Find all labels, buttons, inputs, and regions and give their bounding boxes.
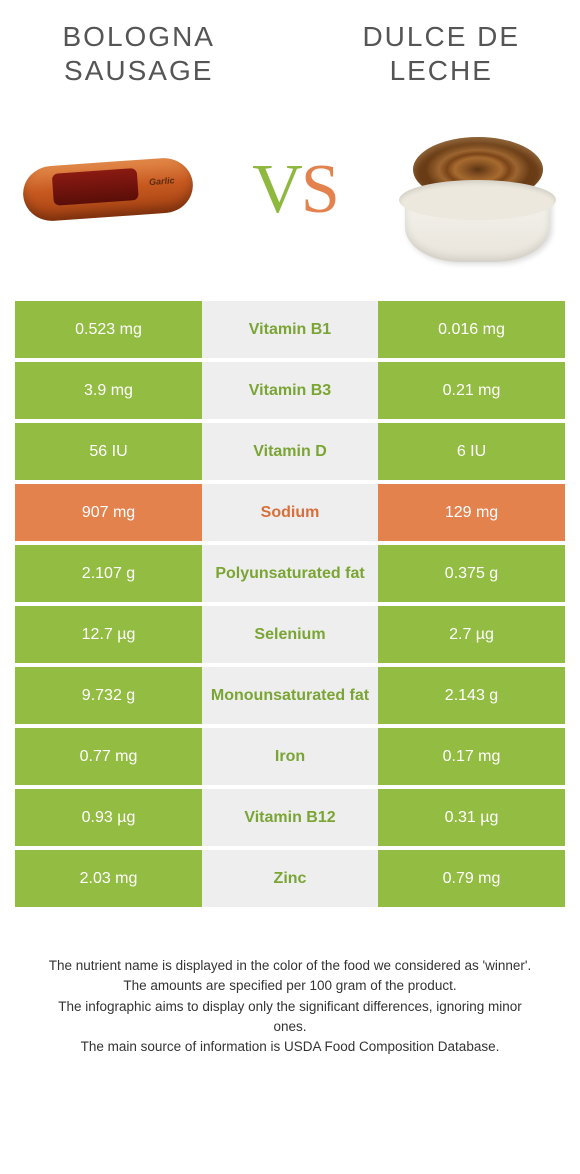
nutrient-label: Vitamin B1 [202,301,378,358]
infographic-root: BOLOGNA SAUSAGE DULCE DE LECHE VS 0.523 … [0,0,580,1057]
food-b-title: DULCE DE LECHE [318,20,566,87]
value-right: 0.17 mg [378,728,565,785]
value-left: 2.03 mg [15,850,202,907]
vs-v: V [252,151,301,228]
table-row: 2.03 mgZinc0.79 mg [15,850,565,907]
footer-line-2: The amounts are specified per 100 gram o… [40,976,540,996]
footer-line-1: The nutrient name is displayed in the co… [40,956,540,976]
table-row: 0.93 µgVitamin B120.31 µg [15,789,565,846]
table-row: 9.732 gMonounsaturated fat2.143 g [15,667,565,724]
food-a-image [20,112,195,267]
value-right: 2.143 g [378,667,565,724]
nutrient-label: Sodium [202,484,378,541]
table-row: 0.77 mgIron0.17 mg [15,728,565,785]
nutrient-label: Vitamin B3 [202,362,378,419]
value-right: 0.79 mg [378,850,565,907]
food-a-title: BOLOGNA SAUSAGE [15,20,263,87]
table-row: 3.9 mgVitamin B30.21 mg [15,362,565,419]
table-row: 2.107 gPolyunsaturated fat0.375 g [15,545,565,602]
value-right: 0.31 µg [378,789,565,846]
footer-line-4: The main source of information is USDA F… [40,1037,540,1057]
value-right: 0.016 mg [378,301,565,358]
value-left: 3.9 mg [15,362,202,419]
nutrient-label: Selenium [202,606,378,663]
value-right: 0.21 mg [378,362,565,419]
vs-label: VS [252,150,338,230]
table-row: 0.523 mgVitamin B10.016 mg [15,301,565,358]
vs-s: S [301,151,338,228]
sausage-icon [21,156,194,223]
value-left: 56 IU [15,423,202,480]
nutrient-table: 0.523 mgVitamin B10.016 mg3.9 mgVitamin … [15,297,565,911]
value-left: 0.93 µg [15,789,202,846]
images-row: VS [15,112,565,267]
nutrient-label: Zinc [202,850,378,907]
footer-line-3: The infographic aims to display only the… [40,997,540,1038]
nutrient-label: Iron [202,728,378,785]
value-right: 129 mg [378,484,565,541]
table-row: 12.7 µgSelenium2.7 µg [15,606,565,663]
nutrient-label: Vitamin B12 [202,789,378,846]
nutrient-label: Monounsaturated fat [202,667,378,724]
table-row: 56 IUVitamin D6 IU [15,423,565,480]
value-right: 6 IU [378,423,565,480]
footer-notes: The nutrient name is displayed in the co… [15,956,565,1057]
value-left: 907 mg [15,484,202,541]
value-left: 2.107 g [15,545,202,602]
value-right: 0.375 g [378,545,565,602]
table-row: 907 mgSodium129 mg [15,484,565,541]
ramekin-icon [405,192,550,262]
value-right: 2.7 µg [378,606,565,663]
nutrient-label: Vitamin D [202,423,378,480]
value-left: 0.77 mg [15,728,202,785]
header-titles: BOLOGNA SAUSAGE DULCE DE LECHE [15,20,565,87]
nutrient-label: Polyunsaturated fat [202,545,378,602]
value-left: 9.732 g [15,667,202,724]
value-left: 12.7 µg [15,606,202,663]
food-b-image [395,112,560,267]
value-left: 0.523 mg [15,301,202,358]
